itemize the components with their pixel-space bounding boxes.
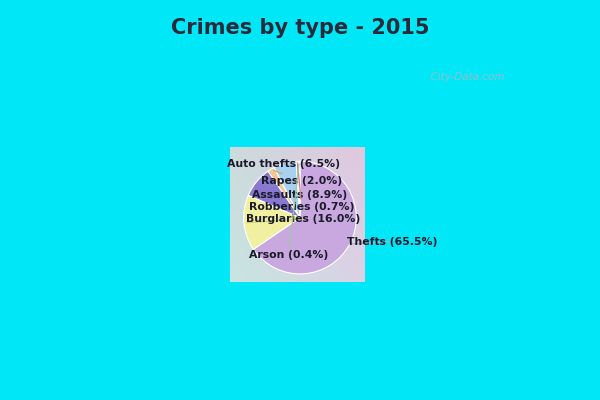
Wedge shape [253,161,356,274]
Text: Arson (0.4%): Arson (0.4%) [249,164,328,260]
Text: Robberies (0.7%): Robberies (0.7%) [249,164,355,212]
Text: Burglaries (16.0%): Burglaries (16.0%) [247,214,361,224]
Text: Rapes (2.0%): Rapes (2.0%) [261,170,342,186]
Wedge shape [244,195,300,249]
Text: Thefts (65.5%): Thefts (65.5%) [347,237,437,247]
Wedge shape [268,168,300,218]
Wedge shape [299,161,300,218]
Text: Assaults (8.9%): Assaults (8.9%) [252,183,347,200]
Text: Auto thefts (6.5%): Auto thefts (6.5%) [227,159,340,169]
Text: City-Data.com: City-Data.com [424,72,505,82]
Text: Crimes by type - 2015: Crimes by type - 2015 [171,18,429,38]
Wedge shape [274,162,300,218]
Wedge shape [296,161,300,218]
Wedge shape [248,171,300,218]
